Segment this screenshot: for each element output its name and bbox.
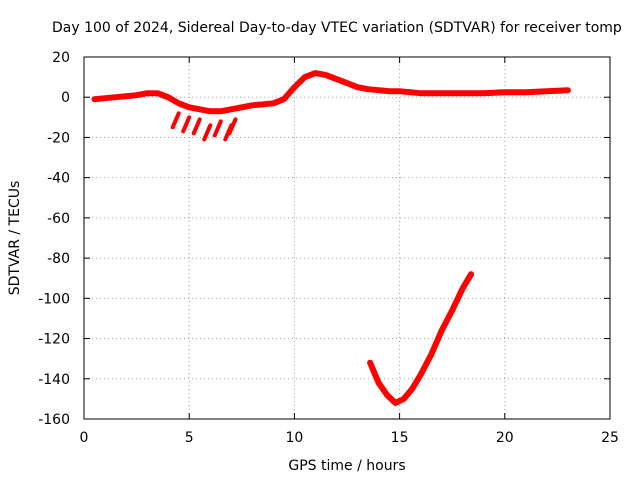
data-point — [212, 119, 223, 138]
data-point — [239, 104, 245, 110]
data-point — [468, 271, 474, 277]
data-point — [270, 100, 276, 106]
data-point — [291, 84, 297, 90]
x-tick-label: 0 — [80, 430, 89, 446]
data-point — [397, 88, 403, 94]
data-point — [202, 123, 213, 142]
data-point — [281, 96, 287, 102]
data-point — [460, 90, 466, 96]
y-tick-label: -80 — [47, 251, 70, 267]
data-point — [376, 380, 382, 386]
series-line — [91, 70, 571, 115]
y-tick-label: 20 — [52, 50, 70, 66]
data-point — [407, 89, 413, 95]
data-point — [260, 101, 266, 107]
x-tick-label: 25 — [601, 430, 619, 446]
data-point — [392, 400, 398, 406]
data-point — [344, 80, 350, 86]
data-point — [165, 94, 171, 100]
data-point — [409, 386, 415, 392]
data-point — [228, 106, 234, 112]
data-point — [191, 117, 202, 136]
data-point — [186, 104, 192, 110]
data-point — [144, 90, 150, 96]
data-point — [323, 72, 329, 78]
chart-title: Day 100 of 2024, Sidereal Day-to-day VTE… — [52, 20, 622, 36]
data-point — [102, 95, 108, 101]
data-point — [333, 76, 339, 82]
data-point — [502, 89, 508, 95]
data-point — [481, 90, 487, 96]
data-point — [439, 328, 445, 334]
data-point — [113, 94, 119, 100]
data-point — [92, 96, 98, 102]
data-point — [449, 307, 455, 313]
data-point — [249, 102, 255, 108]
y-tick-label: -40 — [47, 171, 70, 187]
data-point — [523, 89, 529, 95]
y-tick-label: -160 — [38, 412, 70, 428]
data-point — [312, 70, 318, 76]
y-tick-label: -20 — [47, 130, 70, 146]
data-point — [123, 93, 129, 99]
x-tick-label: 10 — [285, 430, 303, 446]
data-point — [302, 74, 308, 80]
data-point — [181, 115, 192, 134]
data-point — [134, 92, 140, 98]
x-tick-label: 15 — [391, 430, 409, 446]
data-point — [367, 360, 373, 366]
y-tick-label: -100 — [38, 291, 70, 307]
x-axis-label: GPS time / hours — [288, 458, 405, 474]
data-point — [544, 88, 550, 94]
data-point — [218, 108, 224, 114]
x-tick-label: 5 — [185, 430, 194, 446]
data-point — [401, 396, 407, 402]
y-tick-label: -140 — [38, 372, 70, 388]
data-point — [565, 87, 571, 93]
data-point — [418, 90, 424, 96]
data-point — [376, 87, 382, 93]
data-point — [170, 111, 181, 130]
data-point — [176, 100, 182, 106]
x-tick-label: 20 — [496, 430, 514, 446]
data-point — [460, 285, 466, 291]
data-point — [384, 392, 390, 398]
data-point — [365, 86, 371, 92]
data-point — [439, 90, 445, 96]
data-point — [197, 106, 203, 112]
y-tick-label: -120 — [38, 332, 70, 348]
y-axis-label: SDTVAR / TECUs — [7, 181, 23, 296]
data-series — [91, 70, 571, 406]
data-point — [207, 108, 213, 114]
data-point — [155, 90, 161, 96]
data-point — [418, 372, 424, 378]
data-point — [227, 117, 238, 136]
data-point — [428, 352, 434, 358]
y-tick-label: -60 — [47, 211, 70, 227]
data-point — [386, 88, 392, 94]
plot-frame — [83, 56, 611, 420]
data-point — [355, 84, 361, 90]
y-tick-label: 0 — [61, 90, 70, 106]
